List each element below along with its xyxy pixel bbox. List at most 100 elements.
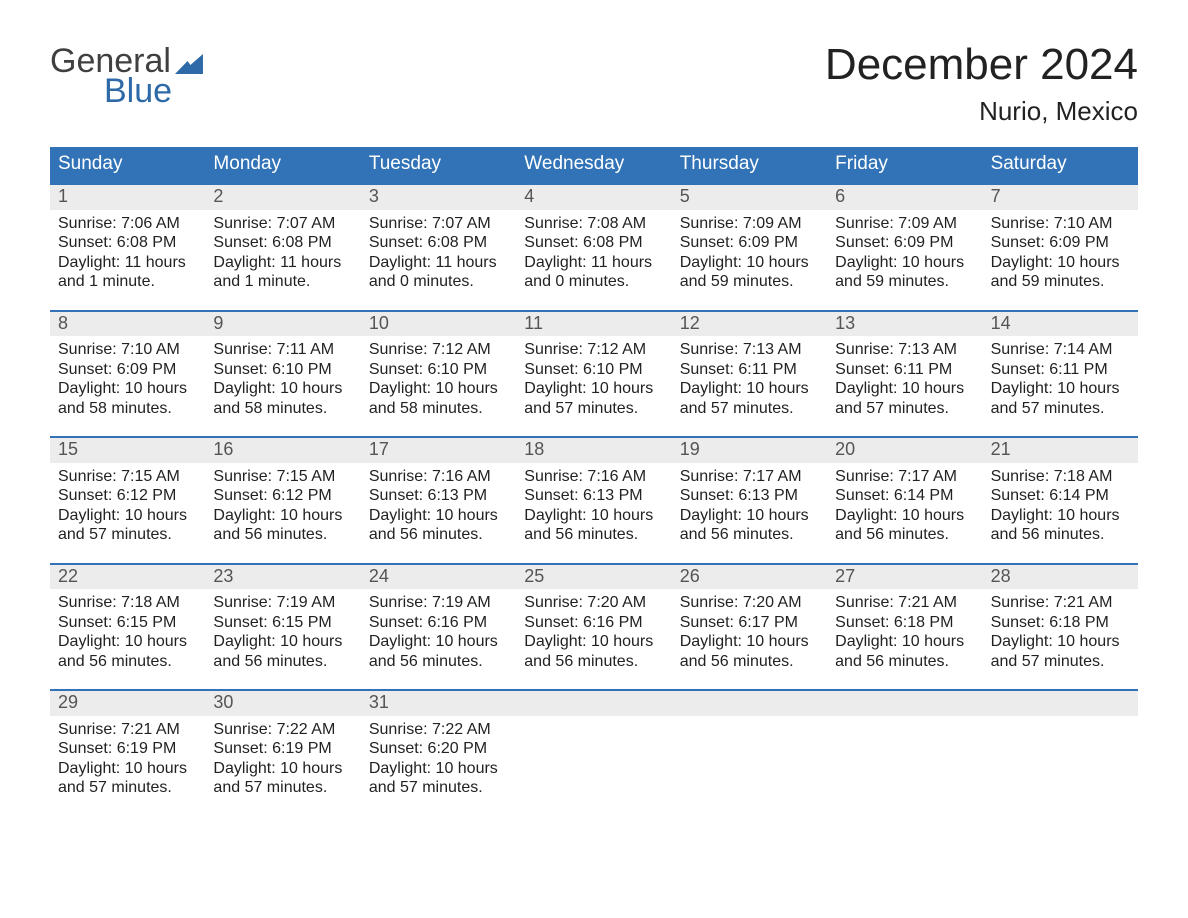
day-cell: 13Sunrise: 7:13 AMSunset: 6:11 PMDayligh… [827, 312, 982, 437]
day-number: 30 [205, 691, 360, 716]
sunset-line: Sunset: 6:10 PM [524, 360, 663, 380]
day-number: 10 [361, 312, 516, 337]
day-cell: 1Sunrise: 7:06 AMSunset: 6:08 PMDaylight… [50, 185, 205, 310]
day-body: Sunrise: 7:18 AMSunset: 6:14 PMDaylight:… [983, 463, 1138, 545]
daylight-line: Daylight: 10 hours and 58 minutes. [213, 379, 352, 418]
day-cell: 31Sunrise: 7:22 AMSunset: 6:20 PMDayligh… [361, 691, 516, 816]
day-body: Sunrise: 7:12 AMSunset: 6:10 PMDaylight:… [516, 336, 671, 418]
day-body: Sunrise: 7:16 AMSunset: 6:13 PMDaylight:… [361, 463, 516, 545]
day-body: Sunrise: 7:09 AMSunset: 6:09 PMDaylight:… [827, 210, 982, 292]
weekday-header: Friday [827, 147, 982, 183]
logo-text-blue: Blue [50, 74, 203, 110]
day-number: 17 [361, 438, 516, 463]
day-cell: 8Sunrise: 7:10 AMSunset: 6:09 PMDaylight… [50, 312, 205, 437]
sunset-line: Sunset: 6:19 PM [58, 739, 197, 759]
daylight-line: Daylight: 10 hours and 57 minutes. [835, 379, 974, 418]
day-number: 8 [50, 312, 205, 337]
sunset-line: Sunset: 6:11 PM [991, 360, 1130, 380]
sunset-line: Sunset: 6:09 PM [835, 233, 974, 253]
day-cell: 4Sunrise: 7:08 AMSunset: 6:08 PMDaylight… [516, 185, 671, 310]
sunrise-line: Sunrise: 7:06 AM [58, 214, 197, 234]
sunset-line: Sunset: 6:13 PM [369, 486, 508, 506]
day-cell: 24Sunrise: 7:19 AMSunset: 6:16 PMDayligh… [361, 565, 516, 690]
sunrise-line: Sunrise: 7:08 AM [524, 214, 663, 234]
sunset-line: Sunset: 6:20 PM [369, 739, 508, 759]
daylight-line: Daylight: 10 hours and 57 minutes. [369, 759, 508, 798]
sunset-line: Sunset: 6:11 PM [680, 360, 819, 380]
day-number-empty [827, 691, 982, 716]
day-number-empty [672, 691, 827, 716]
week-row: 29Sunrise: 7:21 AMSunset: 6:19 PMDayligh… [50, 689, 1138, 816]
sunrise-line: Sunrise: 7:21 AM [991, 593, 1130, 613]
sunset-line: Sunset: 6:09 PM [58, 360, 197, 380]
sunrise-line: Sunrise: 7:18 AM [58, 593, 197, 613]
daylight-line: Daylight: 10 hours and 57 minutes. [58, 506, 197, 545]
day-body: Sunrise: 7:13 AMSunset: 6:11 PMDaylight:… [827, 336, 982, 418]
sunset-line: Sunset: 6:12 PM [213, 486, 352, 506]
day-number: 31 [361, 691, 516, 716]
logo: General Blue [50, 40, 203, 109]
sunset-line: Sunset: 6:09 PM [680, 233, 819, 253]
daylight-line: Daylight: 10 hours and 57 minutes. [58, 759, 197, 798]
sunset-line: Sunset: 6:13 PM [524, 486, 663, 506]
day-cell [983, 691, 1138, 816]
day-number-empty [516, 691, 671, 716]
day-number: 29 [50, 691, 205, 716]
calendar: SundayMondayTuesdayWednesdayThursdayFrid… [50, 147, 1138, 816]
weekday-header: Sunday [50, 147, 205, 183]
daylight-line: Daylight: 10 hours and 56 minutes. [680, 632, 819, 671]
day-number: 3 [361, 185, 516, 210]
day-cell: 17Sunrise: 7:16 AMSunset: 6:13 PMDayligh… [361, 438, 516, 563]
day-cell [672, 691, 827, 816]
daylight-line: Daylight: 10 hours and 57 minutes. [991, 632, 1130, 671]
sunrise-line: Sunrise: 7:09 AM [680, 214, 819, 234]
daylight-line: Daylight: 10 hours and 57 minutes. [213, 759, 352, 798]
day-body: Sunrise: 7:06 AMSunset: 6:08 PMDaylight:… [50, 210, 205, 292]
daylight-line: Daylight: 10 hours and 56 minutes. [58, 632, 197, 671]
day-cell [827, 691, 982, 816]
day-cell: 6Sunrise: 7:09 AMSunset: 6:09 PMDaylight… [827, 185, 982, 310]
day-cell: 5Sunrise: 7:09 AMSunset: 6:09 PMDaylight… [672, 185, 827, 310]
day-cell: 16Sunrise: 7:15 AMSunset: 6:12 PMDayligh… [205, 438, 360, 563]
sunrise-line: Sunrise: 7:16 AM [369, 467, 508, 487]
day-number: 6 [827, 185, 982, 210]
day-body: Sunrise: 7:10 AMSunset: 6:09 PMDaylight:… [50, 336, 205, 418]
weekday-header: Saturday [983, 147, 1138, 183]
day-cell: 18Sunrise: 7:16 AMSunset: 6:13 PMDayligh… [516, 438, 671, 563]
day-body: Sunrise: 7:19 AMSunset: 6:15 PMDaylight:… [205, 589, 360, 671]
day-cell: 20Sunrise: 7:17 AMSunset: 6:14 PMDayligh… [827, 438, 982, 563]
day-number: 20 [827, 438, 982, 463]
header: General Blue December 2024 Nurio, Mexico [50, 40, 1138, 141]
daylight-line: Daylight: 10 hours and 56 minutes. [524, 632, 663, 671]
sunset-line: Sunset: 6:10 PM [369, 360, 508, 380]
day-cell: 10Sunrise: 7:12 AMSunset: 6:10 PMDayligh… [361, 312, 516, 437]
calendar-page: General Blue December 2024 Nurio, Mexico… [0, 0, 1188, 876]
day-body: Sunrise: 7:21 AMSunset: 6:19 PMDaylight:… [50, 716, 205, 798]
sunset-line: Sunset: 6:14 PM [991, 486, 1130, 506]
day-number: 4 [516, 185, 671, 210]
day-body: Sunrise: 7:21 AMSunset: 6:18 PMDaylight:… [827, 589, 982, 671]
day-body: Sunrise: 7:14 AMSunset: 6:11 PMDaylight:… [983, 336, 1138, 418]
day-body: Sunrise: 7:19 AMSunset: 6:16 PMDaylight:… [361, 589, 516, 671]
day-cell: 9Sunrise: 7:11 AMSunset: 6:10 PMDaylight… [205, 312, 360, 437]
sunrise-line: Sunrise: 7:15 AM [58, 467, 197, 487]
day-number: 28 [983, 565, 1138, 590]
sunrise-line: Sunrise: 7:12 AM [369, 340, 508, 360]
sunset-line: Sunset: 6:08 PM [369, 233, 508, 253]
day-body: Sunrise: 7:20 AMSunset: 6:17 PMDaylight:… [672, 589, 827, 671]
day-cell: 3Sunrise: 7:07 AMSunset: 6:08 PMDaylight… [361, 185, 516, 310]
weekday-header: Thursday [672, 147, 827, 183]
sunrise-line: Sunrise: 7:19 AM [369, 593, 508, 613]
sunrise-line: Sunrise: 7:17 AM [835, 467, 974, 487]
day-cell: 28Sunrise: 7:21 AMSunset: 6:18 PMDayligh… [983, 565, 1138, 690]
sunrise-line: Sunrise: 7:20 AM [680, 593, 819, 613]
day-body: Sunrise: 7:17 AMSunset: 6:13 PMDaylight:… [672, 463, 827, 545]
day-cell: 12Sunrise: 7:13 AMSunset: 6:11 PMDayligh… [672, 312, 827, 437]
day-cell: 25Sunrise: 7:20 AMSunset: 6:16 PMDayligh… [516, 565, 671, 690]
day-body: Sunrise: 7:22 AMSunset: 6:19 PMDaylight:… [205, 716, 360, 798]
sunrise-line: Sunrise: 7:18 AM [991, 467, 1130, 487]
sunrise-line: Sunrise: 7:14 AM [991, 340, 1130, 360]
day-body: Sunrise: 7:18 AMSunset: 6:15 PMDaylight:… [50, 589, 205, 671]
day-body: Sunrise: 7:17 AMSunset: 6:14 PMDaylight:… [827, 463, 982, 545]
location-label: Nurio, Mexico [825, 96, 1138, 127]
